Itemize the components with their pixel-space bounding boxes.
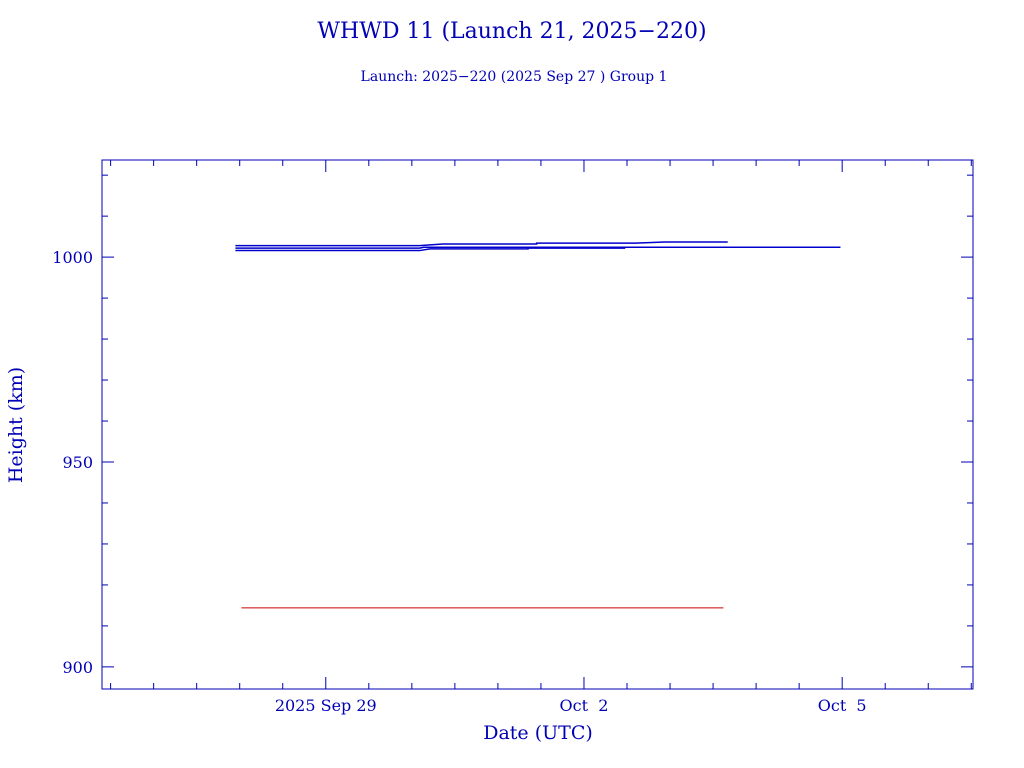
plot-frame [101,159,974,690]
series-line-object-1 [235,241,728,247]
y-tick-label: 950 [62,453,93,472]
series-line-object-2 [235,246,841,249]
x-axis-label: Date (UTC) [483,722,593,744]
y-tick-label: 900 [62,658,93,677]
y-tick-label: 1000 [52,248,93,267]
series-line-object-3 [235,247,626,252]
x-tick-label: Oct 5 [818,696,867,715]
x-tick-label: Oct 2 [560,696,609,715]
y-axis-label: Height (km) [5,367,27,483]
chart-subtitle: Launch: 2025−220 (2025 Sep 27 ) Group 1 [361,69,668,85]
x-tick-label: 2025 Sep 29 [275,696,377,715]
chart-title: WHWD 11 (Launch 21, 2025−220) [317,19,706,44]
